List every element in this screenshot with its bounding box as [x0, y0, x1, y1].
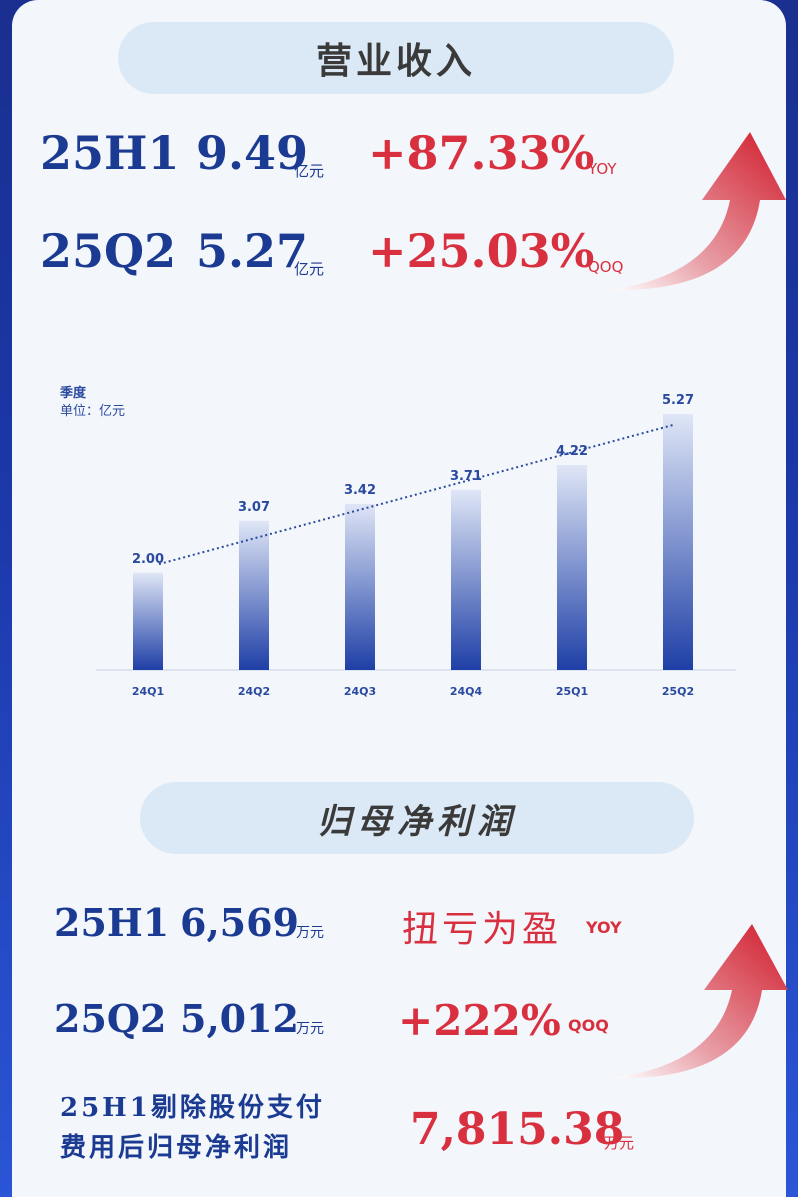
tick-label-24Q2: 24Q2: [238, 685, 270, 698]
revenue-h1-unit: 亿元: [294, 162, 325, 180]
revenue-q2-change: +25.03%: [368, 224, 595, 278]
np-q2-unit: 万元: [296, 1021, 324, 1037]
tick-label-24Q4: 24Q4: [450, 685, 483, 698]
bar-24Q1: [133, 572, 163, 670]
revenue-h1-tag: YOY: [588, 160, 617, 178]
chart-unit-label: 单位：亿元: [60, 404, 126, 419]
tick-label-25Q1: 25Q1: [556, 685, 588, 698]
revenue-q2-tag: QOQ: [588, 258, 624, 276]
bar-25Q2: [663, 414, 693, 670]
np-h1-period: 25H1: [54, 900, 170, 945]
bar-24Q3: [345, 503, 375, 670]
growth-arrow-icon: [614, 924, 788, 1079]
trendline: [158, 423, 675, 566]
value-label-24Q2: 3.07: [238, 500, 270, 515]
adjusted-unit: 万元: [604, 1134, 635, 1152]
value-label-25Q2: 5.27: [662, 393, 694, 408]
bar-24Q4: [451, 489, 481, 670]
np-q2-change: +222%: [398, 996, 561, 1045]
value-label-24Q4: 3.71: [450, 469, 482, 484]
np-q2-value: 5,012: [180, 996, 299, 1041]
adjusted-label-line2: 费用后归母净利润: [60, 1133, 293, 1163]
revenue-header: 营业收入: [118, 22, 674, 94]
tick-label-25Q2: 25Q2: [662, 685, 694, 698]
adjusted-value: 7,815.38: [410, 1104, 625, 1155]
revenue-q2-unit: 亿元: [294, 260, 325, 278]
net-profit-header: 归母净利润: [140, 782, 694, 854]
np-h1-tag: YOY: [586, 918, 622, 937]
revenue-q2-period: 25Q2: [40, 224, 177, 278]
np-q2-tag: QOQ: [568, 1016, 609, 1035]
tick-label-24Q1: 24Q1: [132, 685, 164, 698]
revenue-bar-chart: 2.00 3.07 3.42 3.71 4.22 5.27 24Q1 24Q2 24Q3 24Q…: [96, 393, 736, 698]
np-q2-period: 25Q2: [54, 996, 167, 1041]
np-h1-change: 扭亏为盈: [402, 909, 563, 950]
bar-24Q2: [239, 520, 269, 670]
adjusted-label-line1: 25H1剔除股份支付: [60, 1093, 325, 1123]
revenue-q2-value: 5.27: [196, 224, 309, 278]
tick-label-24Q3: 24Q3: [344, 685, 376, 698]
revenue-h1-value: 9.49: [196, 126, 309, 180]
np-h1-value: 6,569: [180, 900, 299, 945]
value-label-24Q3: 3.42: [344, 483, 376, 498]
revenue-h1-period: 25H1: [40, 126, 180, 180]
growth-arrow-icon: [610, 132, 786, 291]
chart-title: 季度: [60, 386, 87, 401]
bar-25Q1: [557, 465, 587, 670]
value-label-24Q1: 2.00: [132, 552, 164, 567]
value-label-25Q1: 4.22: [556, 444, 588, 459]
np-h1-unit: 万元: [296, 925, 324, 941]
revenue-h1-change: +87.33%: [368, 126, 595, 180]
